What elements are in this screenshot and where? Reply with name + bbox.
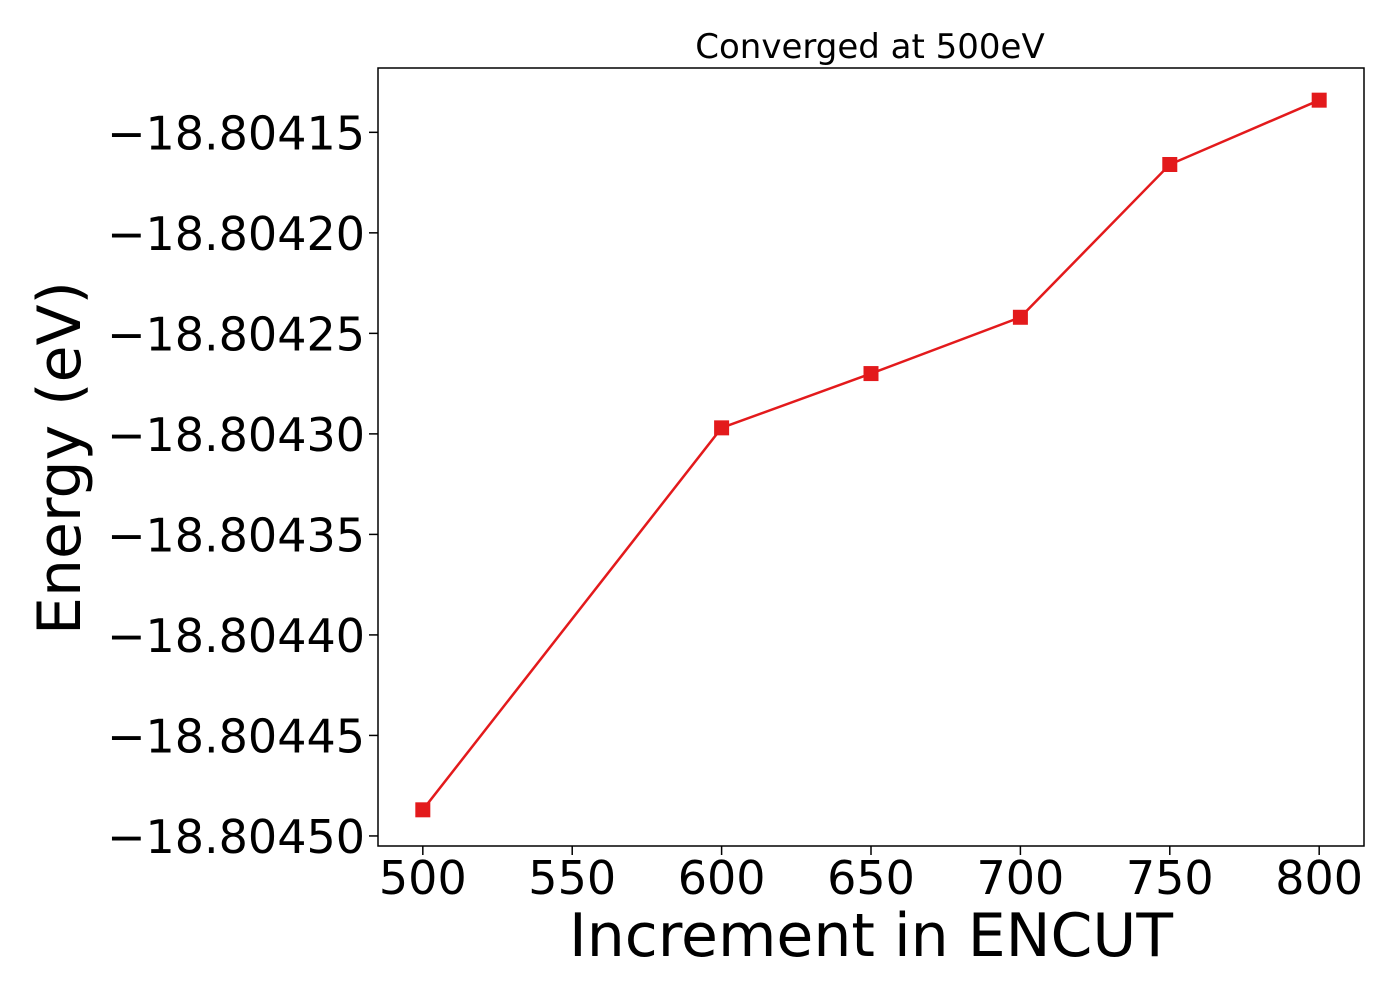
series-line [421,99,1320,811]
y-tick-label: −18.80450 [107,810,365,864]
data-point-marker [1311,92,1327,108]
x-tick-label: 550 [528,851,616,905]
series-layer [415,92,1327,818]
y-axis-label: Energy (eV) [25,281,95,635]
y-tick-label: −18.80445 [107,709,365,763]
y-tick-label: −18.80425 [107,307,365,361]
plot-area-frame [377,67,1365,847]
data-point-marker [1162,156,1178,172]
x-tick-label: 750 [1126,851,1214,905]
data-point-marker [863,366,879,382]
y-tick-label: −18.80430 [107,408,365,462]
x-tick-label: 500 [379,851,467,905]
y-tick-label: −18.80440 [107,609,365,663]
x-axis-ticks: 500 550 600 650 700 750 800 [379,846,1363,905]
x-tick-label: 800 [1275,851,1363,905]
y-tick-label: −18.80435 [107,508,365,562]
x-axis-label: Increment in ENCUT [569,901,1173,971]
chart-title: Converged at 500eV [695,27,1044,67]
y-axis-ticks: −18.80450 −18.80445 −18.80440 −18.80435 −18.… [107,106,378,864]
data-point-marker [1012,309,1028,325]
data-point-marker [415,802,431,818]
y-tick-label: −18.80415 [107,106,365,160]
y-tick-label: −18.80420 [107,207,365,261]
data-point-marker [714,420,730,436]
x-tick-label: 700 [976,851,1064,905]
x-tick-label: 600 [678,851,766,905]
x-tick-label: 650 [827,851,915,905]
